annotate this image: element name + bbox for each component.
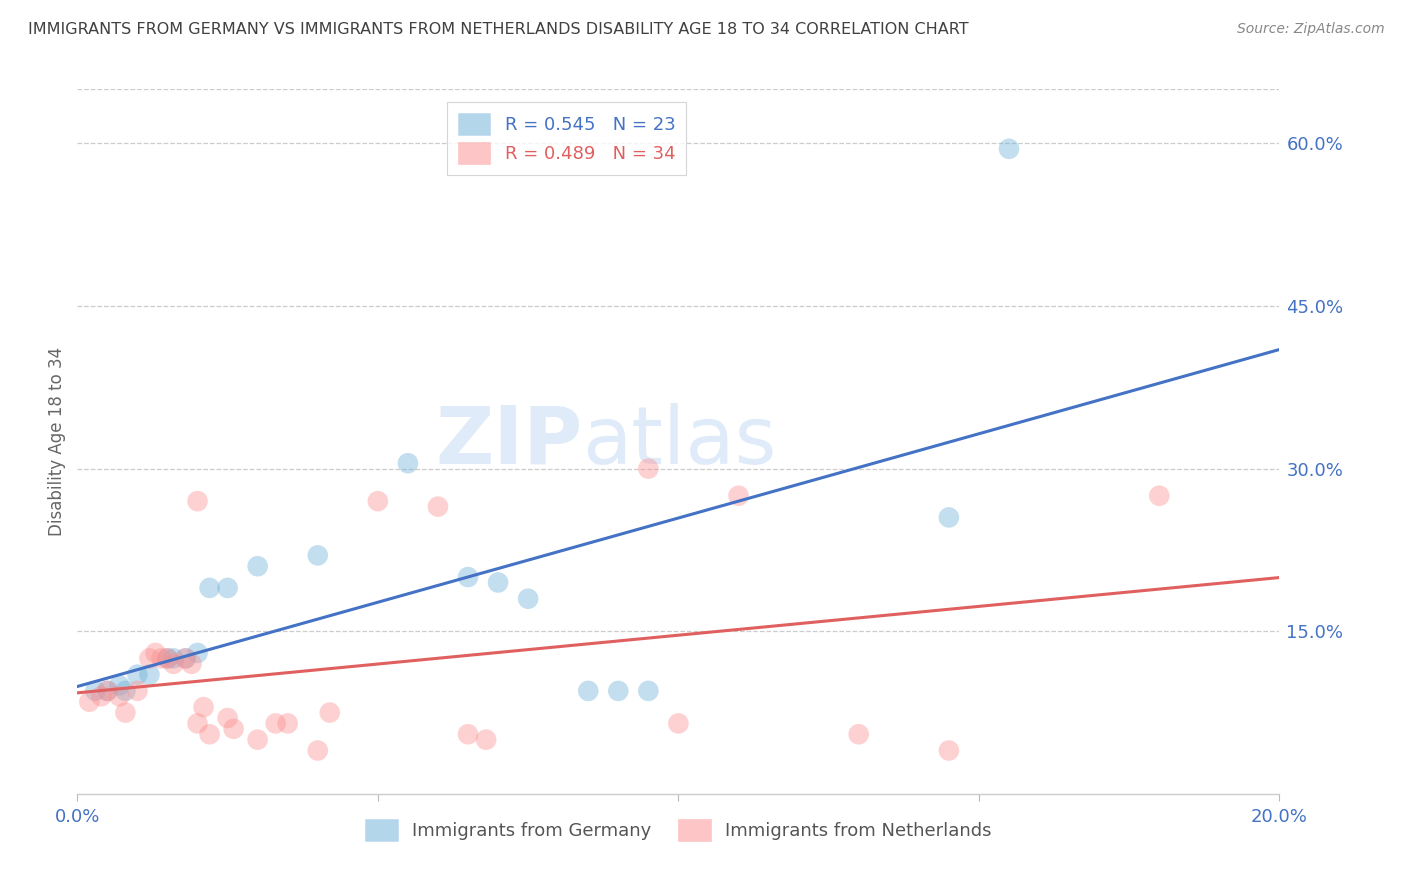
- Point: [96, 684, 118, 698]
- Point: [217, 711, 239, 725]
- Point: [637, 684, 659, 698]
- Point: [457, 570, 479, 584]
- Point: [162, 651, 184, 665]
- Point: [222, 722, 245, 736]
- Point: [264, 716, 287, 731]
- Point: [96, 684, 118, 698]
- Point: [576, 684, 599, 698]
- Point: [138, 667, 160, 681]
- Point: [186, 716, 209, 731]
- Point: [319, 706, 342, 720]
- Point: [998, 142, 1021, 156]
- Point: [198, 727, 221, 741]
- Point: [427, 500, 450, 514]
- Text: ZIP: ZIP: [434, 402, 582, 481]
- Y-axis label: Disability Age 18 to 34: Disability Age 18 to 34: [48, 347, 66, 536]
- Point: [668, 716, 690, 731]
- Point: [145, 646, 167, 660]
- Point: [727, 489, 749, 503]
- Point: [114, 706, 136, 720]
- Point: [277, 716, 299, 731]
- Point: [637, 461, 659, 475]
- Point: [108, 690, 131, 704]
- Point: [848, 727, 870, 741]
- Text: Source: ZipAtlas.com: Source: ZipAtlas.com: [1237, 22, 1385, 37]
- Point: [607, 684, 630, 698]
- Point: [127, 667, 149, 681]
- Point: [156, 651, 179, 665]
- Point: [138, 651, 160, 665]
- Point: [198, 581, 221, 595]
- Point: [246, 732, 269, 747]
- Point: [1149, 489, 1171, 503]
- Point: [186, 646, 209, 660]
- Point: [174, 651, 197, 665]
- Point: [186, 494, 209, 508]
- Text: IMMIGRANTS FROM GERMANY VS IMMIGRANTS FROM NETHERLANDS DISABILITY AGE 18 TO 34 C: IMMIGRANTS FROM GERMANY VS IMMIGRANTS FR…: [28, 22, 969, 37]
- Point: [396, 456, 419, 470]
- Point: [938, 743, 960, 757]
- Point: [84, 684, 107, 698]
- Point: [307, 743, 329, 757]
- Text: atlas: atlas: [582, 402, 776, 481]
- Point: [457, 727, 479, 741]
- Point: [517, 591, 540, 606]
- Point: [162, 657, 184, 671]
- Legend: Immigrants from Germany, Immigrants from Netherlands: Immigrants from Germany, Immigrants from…: [357, 812, 1000, 848]
- Point: [108, 678, 131, 692]
- Point: [174, 651, 197, 665]
- Point: [217, 581, 239, 595]
- Point: [127, 684, 149, 698]
- Point: [307, 549, 329, 563]
- Point: [486, 575, 509, 590]
- Point: [114, 684, 136, 698]
- Point: [180, 657, 202, 671]
- Point: [193, 700, 215, 714]
- Point: [150, 651, 173, 665]
- Point: [367, 494, 389, 508]
- Point: [938, 510, 960, 524]
- Point: [475, 732, 498, 747]
- Point: [79, 695, 101, 709]
- Point: [90, 690, 112, 704]
- Point: [246, 559, 269, 574]
- Point: [156, 651, 179, 665]
